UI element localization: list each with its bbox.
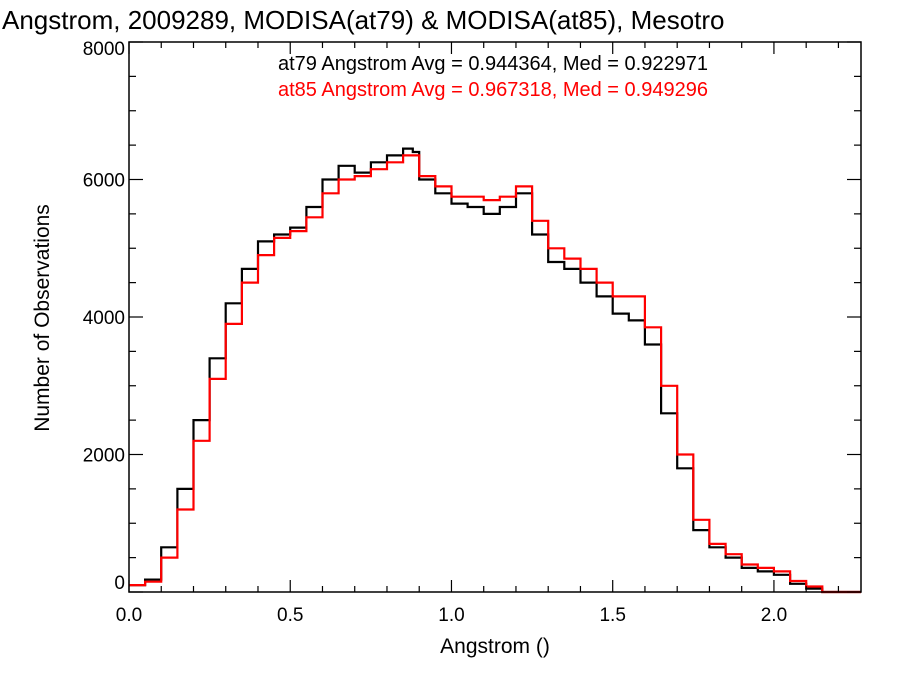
x-tick-label: 1.0 — [438, 605, 464, 626]
plot-area — [128, 41, 862, 594]
y-tick-labels: 0 2000 4000 6000 8000 — [83, 39, 125, 594]
y-tick-label: 0 — [114, 573, 125, 594]
x-axis-label: Angstrom () — [440, 635, 550, 658]
x-tick-label: 2.0 — [761, 605, 787, 626]
y-tick-label: 4000 — [83, 308, 125, 329]
x-tick-label: 0.5 — [277, 605, 303, 626]
y-tick-label: 6000 — [83, 171, 125, 192]
legend-entry-at85: at85 Angstrom Avg = 0.967318, Med = 0.94… — [278, 79, 708, 101]
y-tick-label: 8000 — [83, 39, 125, 60]
y-tick-label: 2000 — [83, 446, 125, 467]
series-layer — [129, 147, 861, 594]
x-tick-labels: 0.0 0.5 1.0 1.5 2.0 — [116, 605, 787, 626]
plot-frame — [128, 41, 862, 593]
y-axis-label: Number of Observations — [31, 204, 54, 432]
series-line-0 — [129, 147, 861, 594]
x-tick-label: 1.5 — [599, 605, 625, 626]
tick-marks — [128, 41, 861, 593]
chart-title: Angstrom, 2009289, MODISA(at79) & MODISA… — [2, 5, 725, 35]
series-line-1 — [129, 154, 861, 594]
x-tick-label: 0.0 — [116, 605, 142, 626]
legend-entry-at79: at79 Angstrom Avg = 0.944364, Med = 0.92… — [278, 53, 708, 75]
